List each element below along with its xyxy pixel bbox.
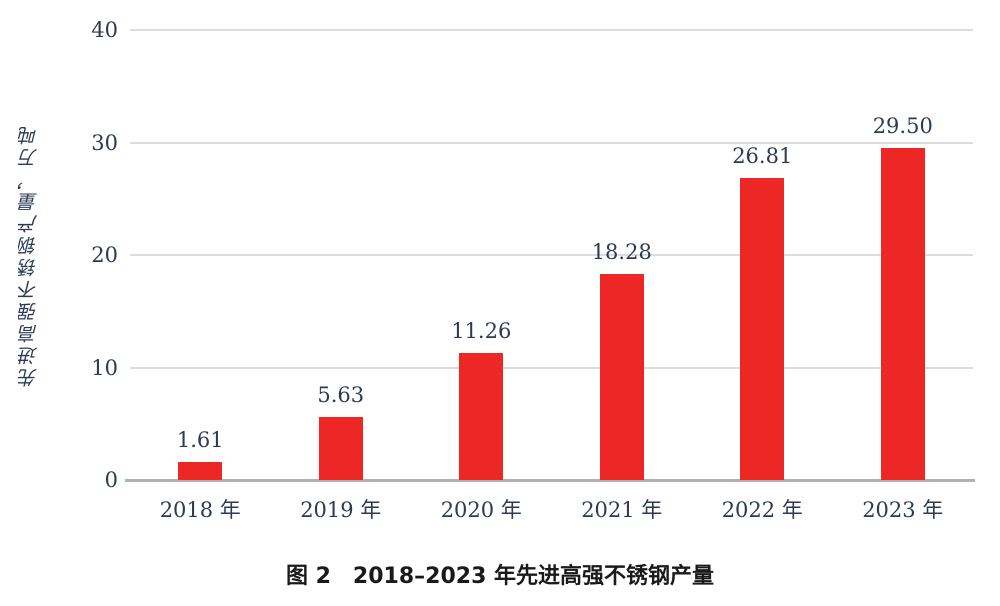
plot-area: [125, 29, 975, 482]
x-tick-label-2023年: 2023 年: [862, 498, 944, 522]
gridline-40: [130, 29, 973, 31]
gridline-20: [130, 254, 973, 256]
figure-caption: 图 2 2018–2023 年先进高强不锈钢产量: [285, 564, 715, 589]
gridline-10: [130, 366, 973, 369]
y-tick-label-10: 10: [91, 355, 118, 380]
y-tick-label-40: 40: [91, 18, 118, 42]
value-label-29.50: 29.50: [872, 114, 933, 139]
value-label-11.26: 11.26: [451, 319, 512, 344]
x-tick-label-2020年: 2020 年: [440, 498, 522, 522]
x-tick-label-2022年: 2022 年: [721, 498, 803, 522]
value-label-18.28: 18.28: [591, 240, 652, 265]
x-tick-label-2018年: 2018 年: [159, 498, 241, 522]
bar-2019年: [318, 416, 363, 480]
x-tick-label-2019年: 2019 年: [300, 498, 382, 522]
bar-2021年: [599, 274, 644, 480]
bar-2020年: [459, 353, 504, 480]
gridline-30: [130, 141, 973, 144]
x-tick-label-2021年: 2021 年: [581, 498, 663, 522]
value-label-5.63: 5.63: [317, 382, 365, 407]
y-tick-label-20: 20: [91, 243, 118, 267]
y-tick-label-30: 30: [91, 130, 118, 155]
value-label-1.61: 1.61: [176, 427, 224, 452]
x-axis-line: [125, 479, 975, 482]
bar-2018年: [178, 461, 223, 480]
y-axis-title: 先进高强不锈钢产量，万吨: [18, 123, 41, 387]
bar-2022年: [740, 178, 785, 480]
value-label-26.81: 26.81: [732, 144, 793, 169]
y-tick-label-0: 0: [104, 468, 118, 492]
bar-2023年: [880, 148, 925, 480]
